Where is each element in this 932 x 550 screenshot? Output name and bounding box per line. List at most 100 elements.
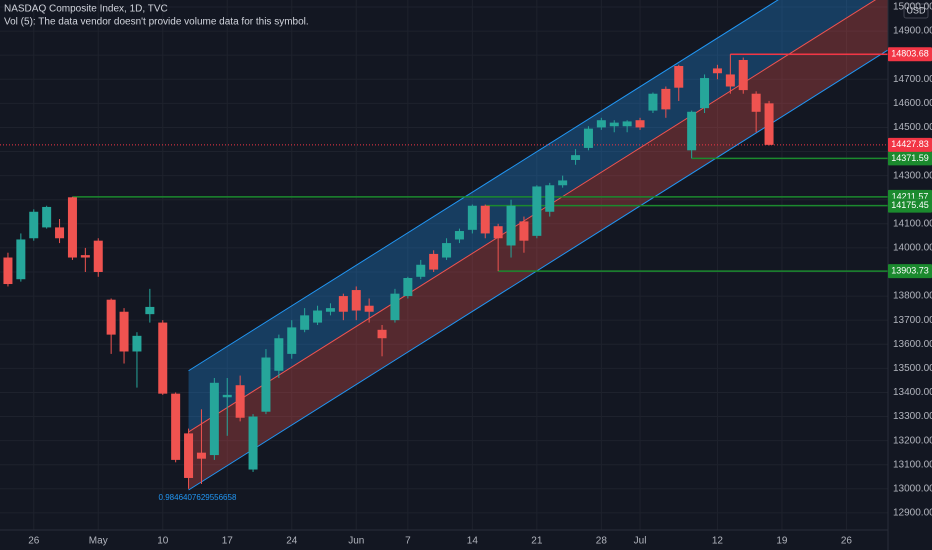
candle-body bbox=[261, 357, 271, 412]
candle-body bbox=[338, 296, 348, 312]
chart-subtitle: Vol (5): The data vendor doesn't provide… bbox=[4, 17, 309, 28]
y-tick-label: 14900.00 bbox=[893, 26, 932, 37]
x-tick-label: 28 bbox=[596, 536, 608, 547]
candle-body bbox=[390, 293, 400, 321]
candle-body bbox=[635, 120, 645, 128]
candle-body bbox=[29, 211, 39, 239]
y-tick-label: 14600.00 bbox=[893, 98, 932, 109]
candle-body bbox=[506, 205, 516, 246]
y-tick-label: 15000.00 bbox=[893, 2, 932, 13]
candle-body bbox=[596, 120, 606, 128]
y-tick-label: 14300.00 bbox=[893, 170, 932, 181]
candle-body bbox=[480, 205, 490, 234]
candle-body bbox=[674, 66, 684, 88]
price-label: 13903.73 bbox=[891, 265, 929, 275]
channel-lower-fill bbox=[188, 0, 888, 491]
y-tick-label: 12900.00 bbox=[893, 508, 932, 519]
candle-body bbox=[287, 327, 297, 354]
candle-body bbox=[196, 452, 206, 459]
y-tick-label: 14100.00 bbox=[893, 218, 932, 229]
price-label: 14211.57 bbox=[892, 191, 929, 201]
y-tick-label: 13400.00 bbox=[893, 387, 932, 398]
y-tick-label: 13700.00 bbox=[893, 315, 932, 326]
x-tick-label: May bbox=[89, 536, 108, 547]
candle-body bbox=[325, 308, 335, 312]
candle-body bbox=[313, 310, 323, 323]
y-tick-label: 13000.00 bbox=[893, 483, 932, 494]
candle-body bbox=[377, 329, 387, 339]
candle-body bbox=[145, 306, 155, 315]
y-tick-label: 13600.00 bbox=[893, 339, 932, 350]
x-tick-label: 21 bbox=[531, 536, 543, 547]
candle-body bbox=[712, 68, 722, 74]
x-tick-label: 17 bbox=[222, 536, 234, 547]
candle-body bbox=[454, 231, 464, 240]
x-tick-label: 7 bbox=[405, 536, 411, 547]
candle-body bbox=[119, 311, 129, 352]
x-tick-label: 10 bbox=[157, 536, 169, 547]
candle-body bbox=[416, 264, 426, 277]
candle-body bbox=[429, 253, 439, 270]
y-tick-label: 13100.00 bbox=[893, 459, 932, 470]
price-label-box bbox=[888, 137, 932, 152]
candle-body bbox=[751, 93, 761, 112]
x-tick-label: 24 bbox=[286, 536, 298, 547]
price-label-box bbox=[888, 198, 932, 213]
price-label-box bbox=[888, 151, 932, 166]
candle-body bbox=[158, 322, 168, 394]
candle-body bbox=[16, 239, 26, 280]
candle-body bbox=[132, 335, 142, 352]
candle-body bbox=[42, 206, 52, 228]
candle-body bbox=[274, 338, 284, 371]
candle-body bbox=[248, 416, 258, 470]
x-tick-label: Jul bbox=[634, 536, 647, 547]
price-label: 14175.45 bbox=[891, 200, 929, 210]
candle-body bbox=[738, 59, 748, 91]
candle-body bbox=[3, 257, 13, 285]
price-label: 14427.83 bbox=[891, 139, 929, 149]
candle-body bbox=[648, 93, 658, 111]
candle-body bbox=[661, 88, 671, 110]
candle-body bbox=[222, 394, 232, 398]
candle-body bbox=[80, 255, 90, 258]
candle-body bbox=[571, 155, 581, 160]
x-tick-label: 14 bbox=[467, 536, 479, 547]
channel-upper-line bbox=[188, 0, 779, 372]
candle-body bbox=[106, 299, 116, 335]
candle-body bbox=[467, 205, 477, 230]
candle-body bbox=[300, 315, 310, 330]
candle-body bbox=[609, 122, 619, 127]
y-tick-label: 13200.00 bbox=[893, 435, 932, 446]
candle-body bbox=[403, 278, 413, 297]
candle-body bbox=[184, 433, 194, 478]
candle-body bbox=[764, 103, 774, 145]
candle-body bbox=[687, 111, 697, 151]
candle-body bbox=[442, 243, 452, 258]
candle-body bbox=[493, 226, 503, 239]
currency-box[interactable] bbox=[903, 3, 929, 19]
x-tick-label: 26 bbox=[28, 536, 40, 547]
candle-body bbox=[532, 186, 542, 236]
candle-body bbox=[545, 185, 555, 212]
y-tick-label: 13300.00 bbox=[893, 411, 932, 422]
x-tick-label: 19 bbox=[776, 536, 788, 547]
candle-body bbox=[351, 290, 361, 311]
y-tick-label: 14700.00 bbox=[893, 74, 932, 85]
candle-body bbox=[558, 180, 568, 186]
candle-body bbox=[725, 74, 735, 87]
x-tick-label: 26 bbox=[841, 536, 853, 547]
currency[interactable]: USD bbox=[906, 5, 926, 15]
price-label: 14803.68 bbox=[891, 49, 929, 59]
chart-title: NASDAQ Composite Index, 1D, TVC bbox=[4, 4, 168, 15]
pearson-label: 0.9846407629556658 bbox=[159, 493, 237, 502]
candle-body bbox=[67, 197, 77, 258]
candle-body bbox=[583, 128, 593, 148]
candle-body bbox=[93, 240, 103, 272]
candle-body bbox=[700, 78, 710, 109]
price-label: 14371.59 bbox=[891, 153, 929, 163]
price-label-box bbox=[888, 47, 932, 62]
candle-body bbox=[622, 121, 632, 127]
channel-middle-line bbox=[188, 0, 877, 433]
